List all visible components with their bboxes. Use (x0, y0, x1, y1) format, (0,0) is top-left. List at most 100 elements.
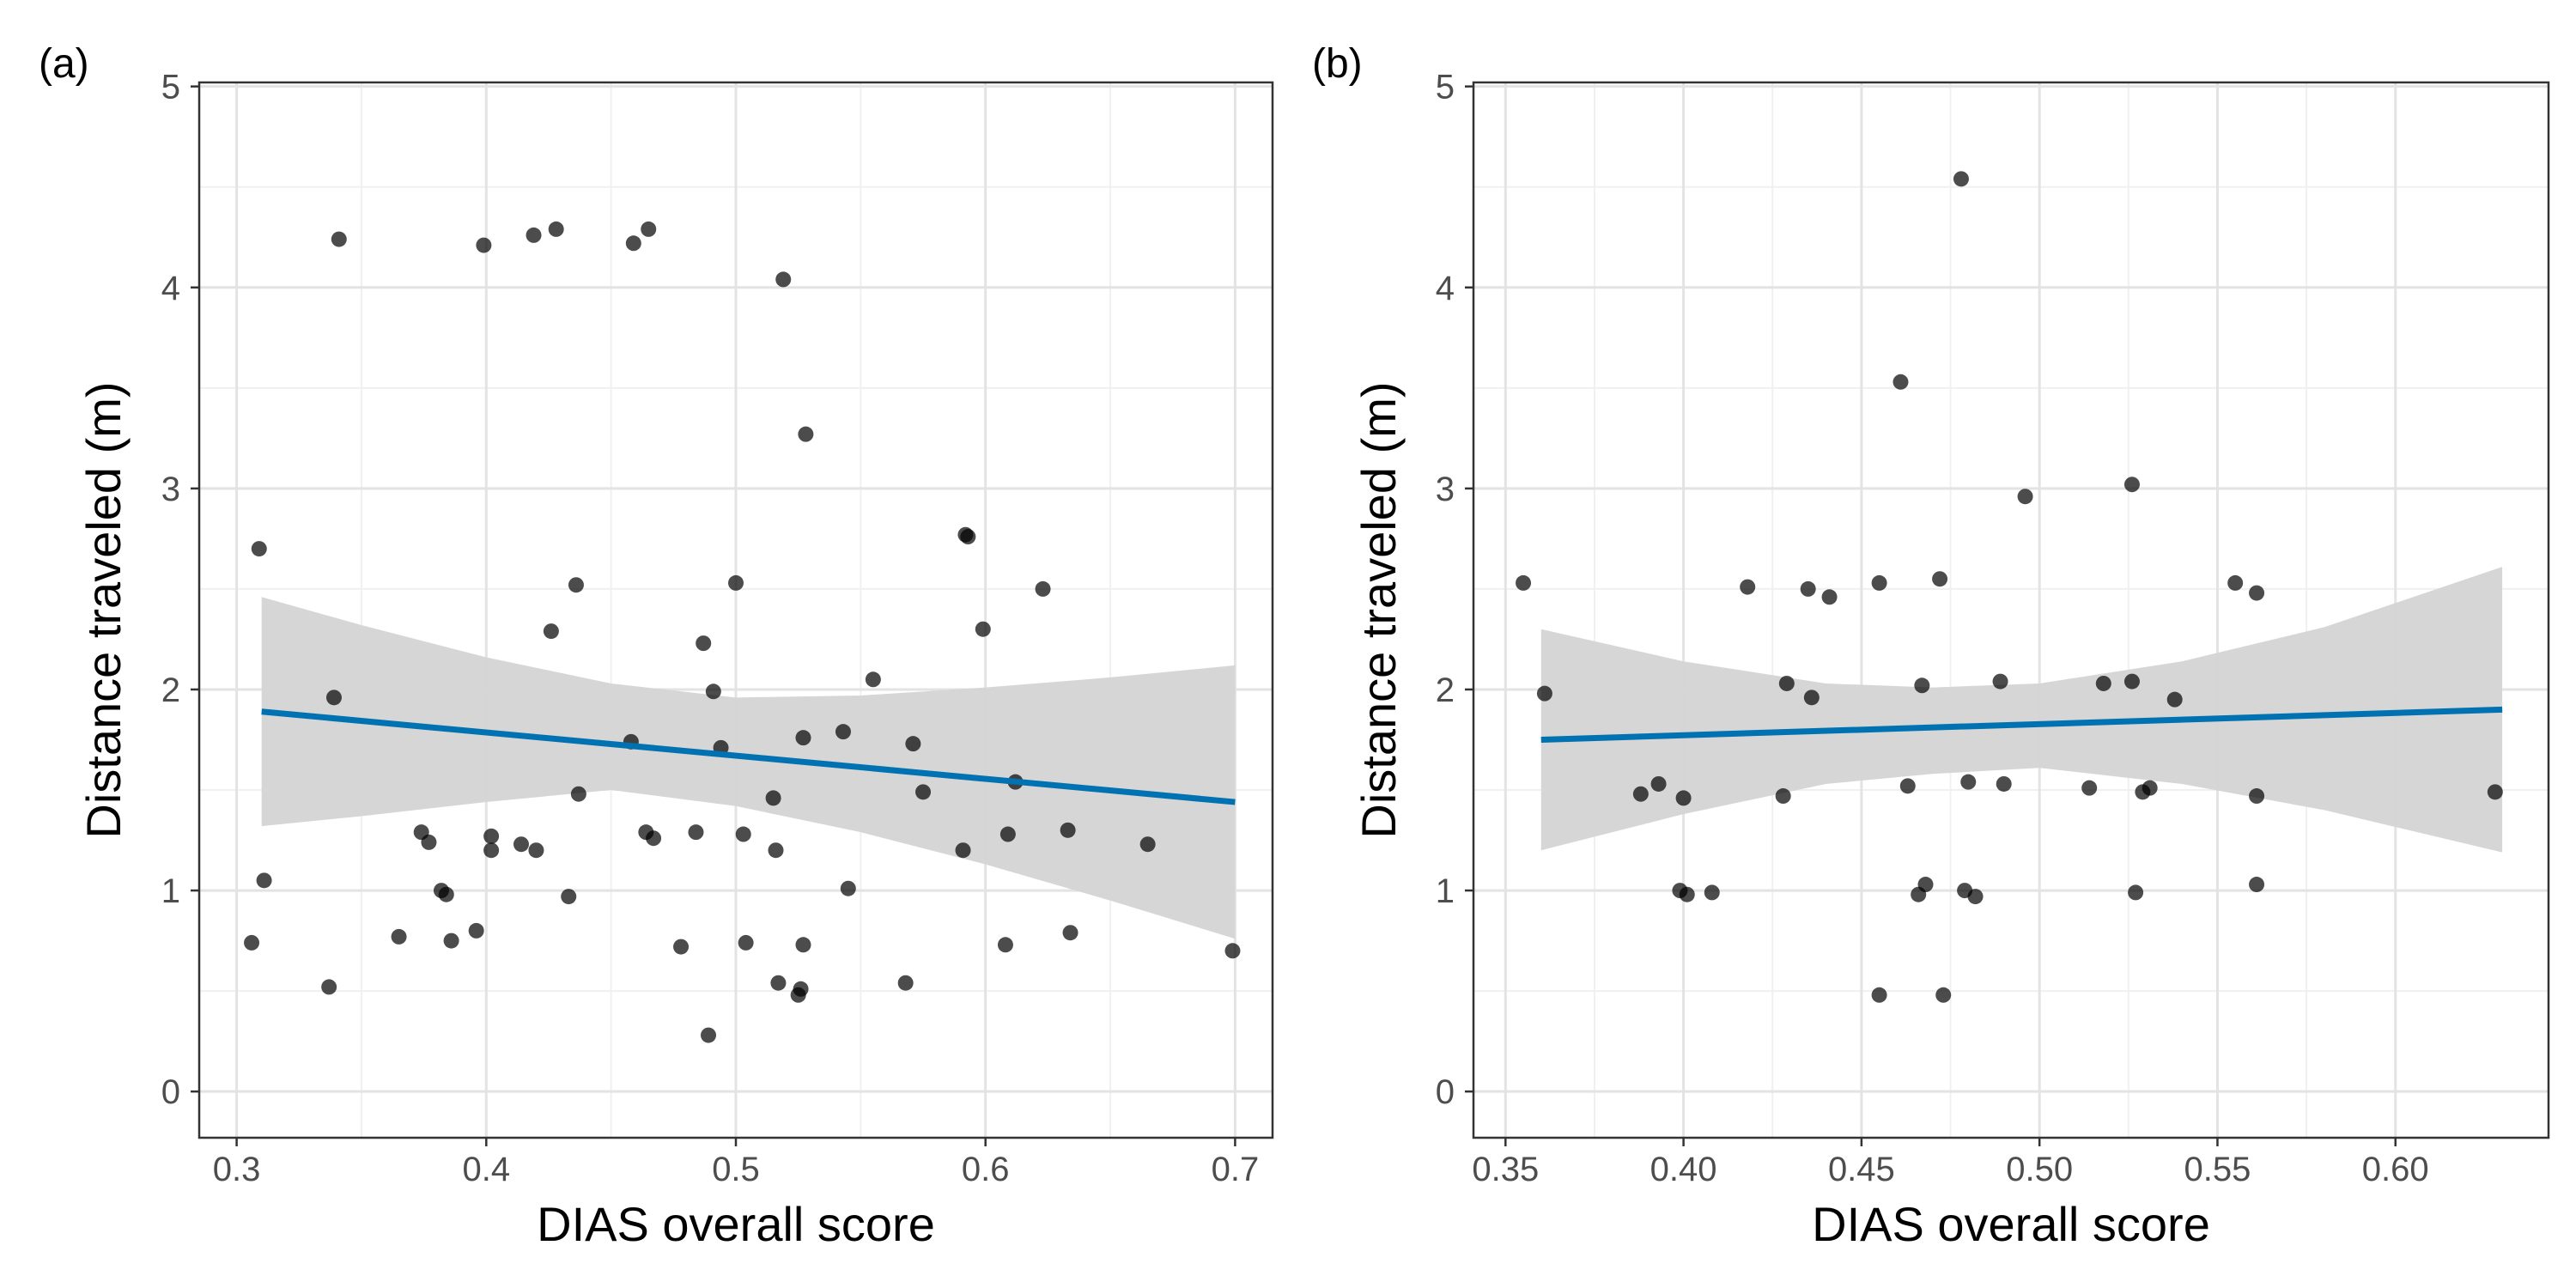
data-point (738, 934, 754, 951)
y-tick-label: 1 (1436, 872, 1455, 910)
data-point (1821, 589, 1838, 605)
data-point (528, 842, 544, 859)
x-axis-title: DIAS overall score (537, 1197, 935, 1251)
data-point (1060, 822, 1076, 838)
data-point (795, 937, 811, 953)
data-point (775, 271, 792, 288)
y-tick-label: 4 (161, 270, 180, 307)
data-point (325, 690, 342, 706)
data-point (2095, 675, 2111, 691)
data-point (1778, 675, 1795, 691)
x-tick-label: 0.7 (1212, 1151, 1260, 1188)
data-point (421, 834, 437, 850)
data-point (1871, 574, 1887, 591)
data-point (1803, 690, 1820, 706)
y-tick-label: 0 (1436, 1073, 1455, 1111)
y-tick-label: 2 (1436, 671, 1455, 709)
panel-a: 0.3 0.4 0.5 0.6 0.7 0 1 2 3 4 5 DIAS overall score D… (39, 41, 1274, 1251)
data-point (2123, 477, 2140, 493)
data-point (641, 221, 657, 237)
data-point (321, 979, 337, 995)
data-point (673, 939, 690, 955)
data-point (865, 671, 881, 688)
data-point (483, 828, 500, 844)
y-tick-label: 3 (1436, 471, 1455, 508)
data-point (438, 886, 454, 902)
x-tick-label: 0.35 (1472, 1151, 1539, 1188)
y-tick-label: 0 (161, 1073, 180, 1111)
data-point (1935, 987, 1952, 1003)
data-point (331, 231, 347, 247)
data-point (2123, 673, 2140, 690)
x-tick-label: 0.60 (2362, 1151, 2429, 1188)
data-point (543, 623, 559, 640)
x-tick-label: 0.5 (712, 1151, 760, 1188)
data-point (1675, 790, 1692, 806)
data-point (1893, 374, 1909, 390)
data-point (1992, 673, 2008, 690)
plot-border (1472, 81, 2550, 1139)
data-point (513, 836, 529, 853)
data-point (391, 928, 407, 945)
data-point (795, 730, 811, 746)
data-point (1035, 580, 1051, 597)
x-tick-label: 0.45 (1828, 1151, 1895, 1188)
data-point (1679, 886, 1695, 902)
data-point (1536, 685, 1552, 702)
data-point (625, 235, 641, 252)
confidence-band (261, 597, 1236, 939)
data-point (2142, 780, 2158, 796)
data-point (897, 975, 914, 991)
x-tick-label: 0.3 (213, 1151, 261, 1188)
data-point (2249, 877, 2265, 893)
data-point (975, 621, 991, 637)
data-point (1953, 171, 1969, 187)
y-tick-label: 2 (161, 671, 180, 709)
data-point (1632, 786, 1649, 802)
data-point (765, 790, 781, 806)
data-point (835, 724, 851, 740)
data-point (526, 227, 542, 243)
data-point (1740, 579, 1756, 595)
panel-label: (a) (39, 41, 89, 87)
data-point (798, 426, 814, 442)
x-axis-title: DIAS overall score (1812, 1197, 2210, 1251)
data-point (1899, 778, 1916, 794)
data-point (696, 635, 712, 652)
x-tick-label: 0.55 (2184, 1151, 2251, 1188)
data-point (2249, 788, 2265, 805)
data-point (960, 529, 976, 545)
data-point (1139, 836, 1156, 853)
data-point (728, 574, 744, 591)
y-tick-label: 1 (161, 872, 180, 910)
data-point (1224, 943, 1241, 959)
data-point (688, 824, 704, 841)
data-point (1516, 574, 1532, 591)
y-tick-label: 5 (161, 69, 180, 106)
x-tick-label: 0.4 (462, 1151, 510, 1188)
data-point (793, 981, 809, 997)
data-point (955, 842, 971, 859)
panel-label: (b) (1312, 41, 1363, 87)
x-tick-label: 0.6 (962, 1151, 1010, 1188)
data-point (244, 934, 260, 951)
data-point (1932, 571, 1948, 587)
data-point (735, 826, 751, 842)
data-point (646, 830, 662, 847)
regression-line (1540, 706, 2503, 743)
data-point (476, 237, 492, 253)
panel-b: 0.35 0.40 0.45 0.50 0.55 0.60 0 1 2 3 4 5 DIAS overa… (1312, 41, 2550, 1251)
data-point (251, 541, 267, 557)
data-point (2249, 585, 2265, 601)
x-tick-label: 0.40 (1650, 1151, 1717, 1188)
y-tick-label: 4 (1436, 270, 1455, 307)
data-point (1960, 774, 1977, 790)
data-point (1704, 884, 1720, 901)
y-axis-title: Distance traveled (m) (1352, 381, 1406, 838)
data-point (1871, 987, 1887, 1003)
data-point (2166, 691, 2183, 708)
data-point (840, 880, 856, 896)
data-point (705, 683, 721, 700)
data-point (443, 933, 459, 949)
